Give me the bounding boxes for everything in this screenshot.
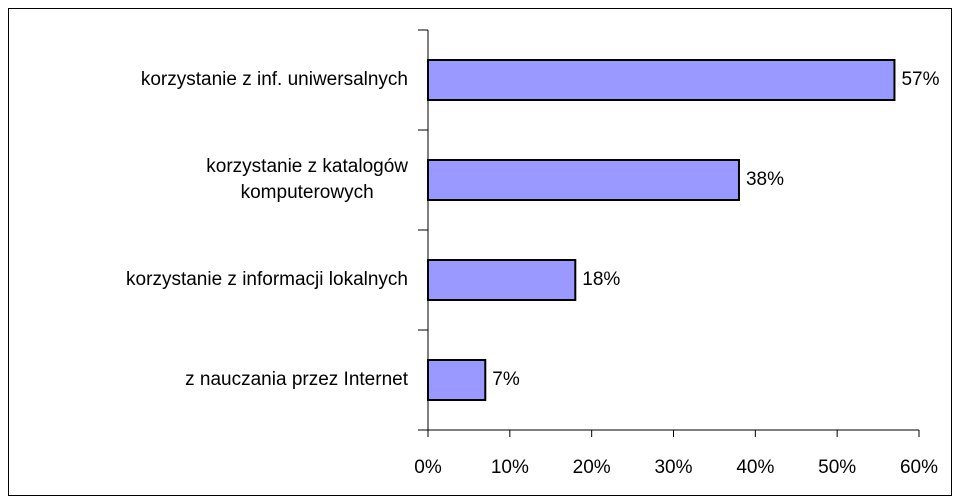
label-line: komputerowych — [241, 182, 374, 203]
x-tick-label: 60% — [900, 457, 938, 478]
value-label: 7% — [492, 369, 520, 390]
x-tick-label: 20% — [573, 457, 611, 478]
bar — [427, 159, 740, 201]
x-tick-label: 30% — [654, 457, 692, 478]
label-line: korzystanie z katalogów — [206, 156, 408, 177]
x-tick-label: 0% — [414, 457, 442, 478]
y-tick-label: z nauczania przez Internet — [185, 369, 409, 390]
x-tick-label: 10% — [491, 457, 529, 478]
y-tick-label: korzystanie z inf. uniwersalnych — [141, 69, 408, 90]
x-tick-label: 40% — [736, 457, 774, 478]
label-line: korzystanie z informacji lokalnych — [126, 269, 408, 290]
label-line: korzystanie z inf. uniwersalnych — [141, 69, 408, 90]
label-line: z nauczania przez Internet — [185, 369, 409, 390]
y-tick-label: korzystanie z informacji lokalnych — [126, 269, 408, 290]
value-label: 57% — [901, 69, 939, 90]
bar — [427, 359, 487, 401]
y-tick-label: korzystanie z katalogów komputerowych — [206, 156, 408, 203]
bar — [427, 59, 896, 101]
value-label: 18% — [582, 269, 620, 290]
x-tick-label: 50% — [818, 457, 856, 478]
bar — [427, 259, 577, 301]
value-label: 38% — [746, 169, 784, 190]
